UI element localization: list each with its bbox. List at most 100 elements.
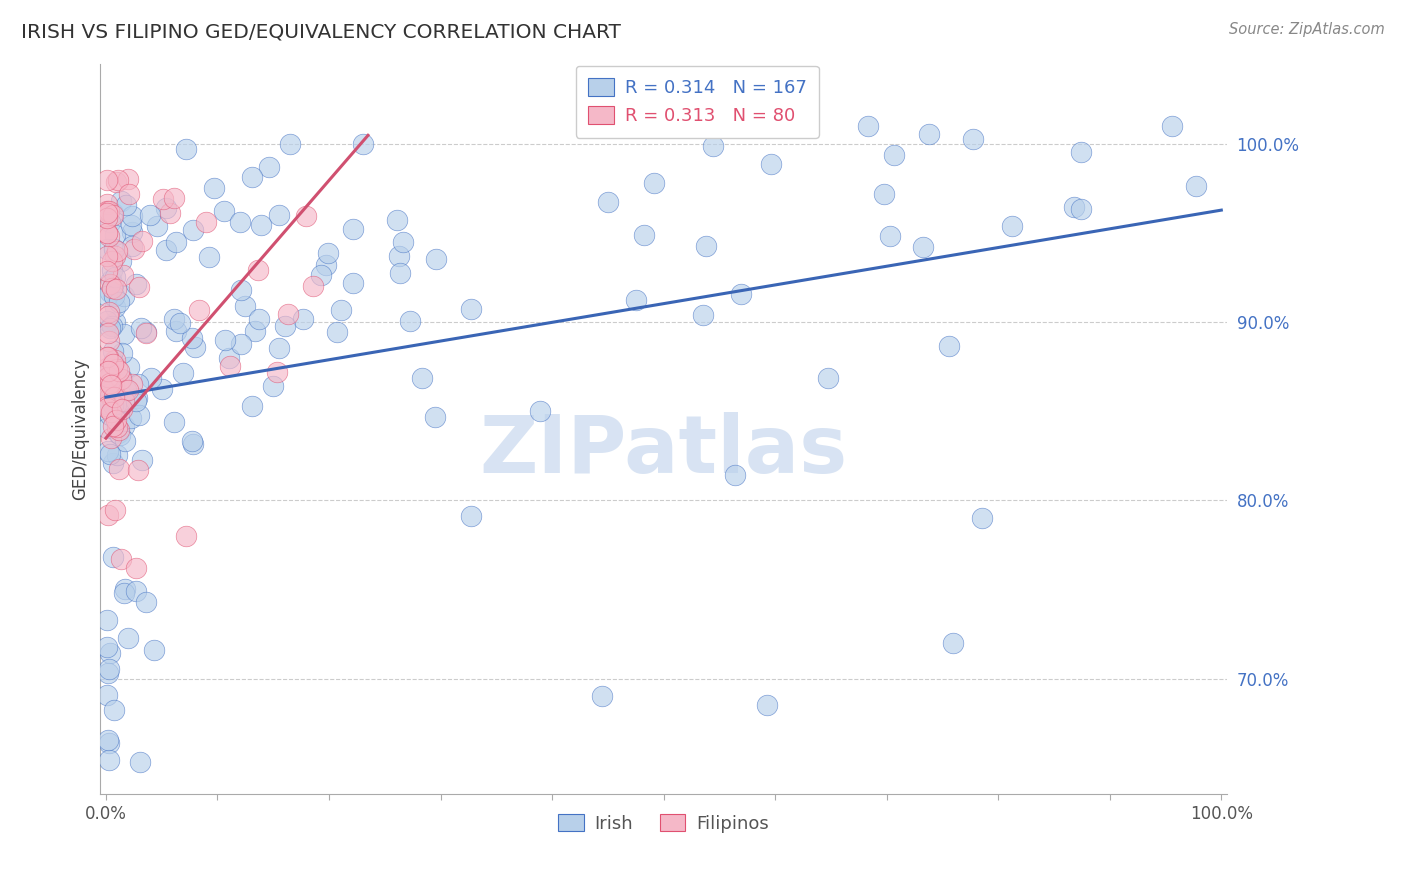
Point xyxy=(100,281,122,295)
Point xyxy=(97,733,120,747)
Point xyxy=(108,364,131,378)
Point xyxy=(128,279,150,293)
Point xyxy=(103,208,125,222)
Point xyxy=(131,321,153,335)
Point xyxy=(100,273,122,287)
Point xyxy=(96,640,118,654)
Point xyxy=(96,204,118,219)
Point xyxy=(96,688,118,702)
Point xyxy=(695,239,717,253)
Point xyxy=(114,384,136,398)
Point xyxy=(460,509,482,524)
Point xyxy=(755,698,778,713)
Point xyxy=(624,293,647,307)
Point xyxy=(96,385,118,400)
Point xyxy=(110,372,132,386)
Point xyxy=(98,376,121,390)
Point xyxy=(135,595,157,609)
Point xyxy=(152,192,174,206)
Point xyxy=(183,340,205,354)
Point xyxy=(97,326,120,340)
Point xyxy=(633,228,655,243)
Point xyxy=(155,243,177,257)
Point xyxy=(128,408,150,422)
Point xyxy=(315,258,337,272)
Point xyxy=(643,176,665,190)
Point xyxy=(96,288,118,302)
Point xyxy=(100,405,122,419)
Point xyxy=(257,160,280,174)
Point xyxy=(291,311,314,326)
Point xyxy=(97,393,120,408)
Point xyxy=(759,157,782,171)
Point xyxy=(163,312,186,326)
Point xyxy=(198,250,221,264)
Text: ZIPatlas: ZIPatlas xyxy=(479,412,848,490)
Point xyxy=(101,354,124,368)
Point xyxy=(702,139,724,153)
Point xyxy=(107,425,129,440)
Point xyxy=(266,365,288,379)
Point xyxy=(970,511,993,525)
Point xyxy=(165,324,187,338)
Point xyxy=(111,372,134,386)
Point xyxy=(267,208,290,222)
Point xyxy=(103,289,125,303)
Point xyxy=(247,312,270,326)
Point xyxy=(108,393,131,408)
Point xyxy=(165,235,187,249)
Point xyxy=(139,208,162,222)
Point xyxy=(128,755,150,769)
Point xyxy=(411,370,433,384)
Point xyxy=(121,225,143,239)
Point xyxy=(101,343,124,358)
Point xyxy=(115,198,138,212)
Point xyxy=(941,636,963,650)
Point xyxy=(120,411,142,425)
Point xyxy=(110,551,132,566)
Point xyxy=(121,376,143,391)
Point xyxy=(96,197,118,211)
Point xyxy=(879,229,901,244)
Point xyxy=(101,263,124,277)
Point xyxy=(817,371,839,385)
Point xyxy=(124,584,146,599)
Point xyxy=(188,302,211,317)
Point xyxy=(389,266,412,280)
Point xyxy=(104,397,127,411)
Point xyxy=(112,585,135,599)
Point xyxy=(97,508,120,522)
Point xyxy=(229,337,252,351)
Point xyxy=(112,394,135,409)
Point xyxy=(125,391,148,405)
Point xyxy=(302,278,325,293)
Point xyxy=(112,419,135,434)
Point xyxy=(125,277,148,291)
Point xyxy=(529,404,551,418)
Point xyxy=(176,142,198,156)
Point xyxy=(100,377,122,392)
Point xyxy=(105,282,128,296)
Point xyxy=(98,389,121,403)
Point xyxy=(98,277,121,291)
Point xyxy=(352,137,374,152)
Point xyxy=(96,242,118,256)
Point xyxy=(96,613,118,627)
Point xyxy=(98,736,121,750)
Point xyxy=(96,421,118,435)
Point xyxy=(278,137,301,152)
Point xyxy=(96,226,118,240)
Point xyxy=(112,327,135,342)
Point xyxy=(181,437,204,451)
Point xyxy=(101,319,124,334)
Point xyxy=(112,288,135,302)
Point xyxy=(122,242,145,256)
Point xyxy=(105,244,128,259)
Point xyxy=(309,268,332,282)
Point xyxy=(105,362,128,376)
Point xyxy=(274,319,297,334)
Point xyxy=(100,431,122,445)
Point xyxy=(388,249,411,263)
Point xyxy=(277,308,299,322)
Point xyxy=(120,219,142,233)
